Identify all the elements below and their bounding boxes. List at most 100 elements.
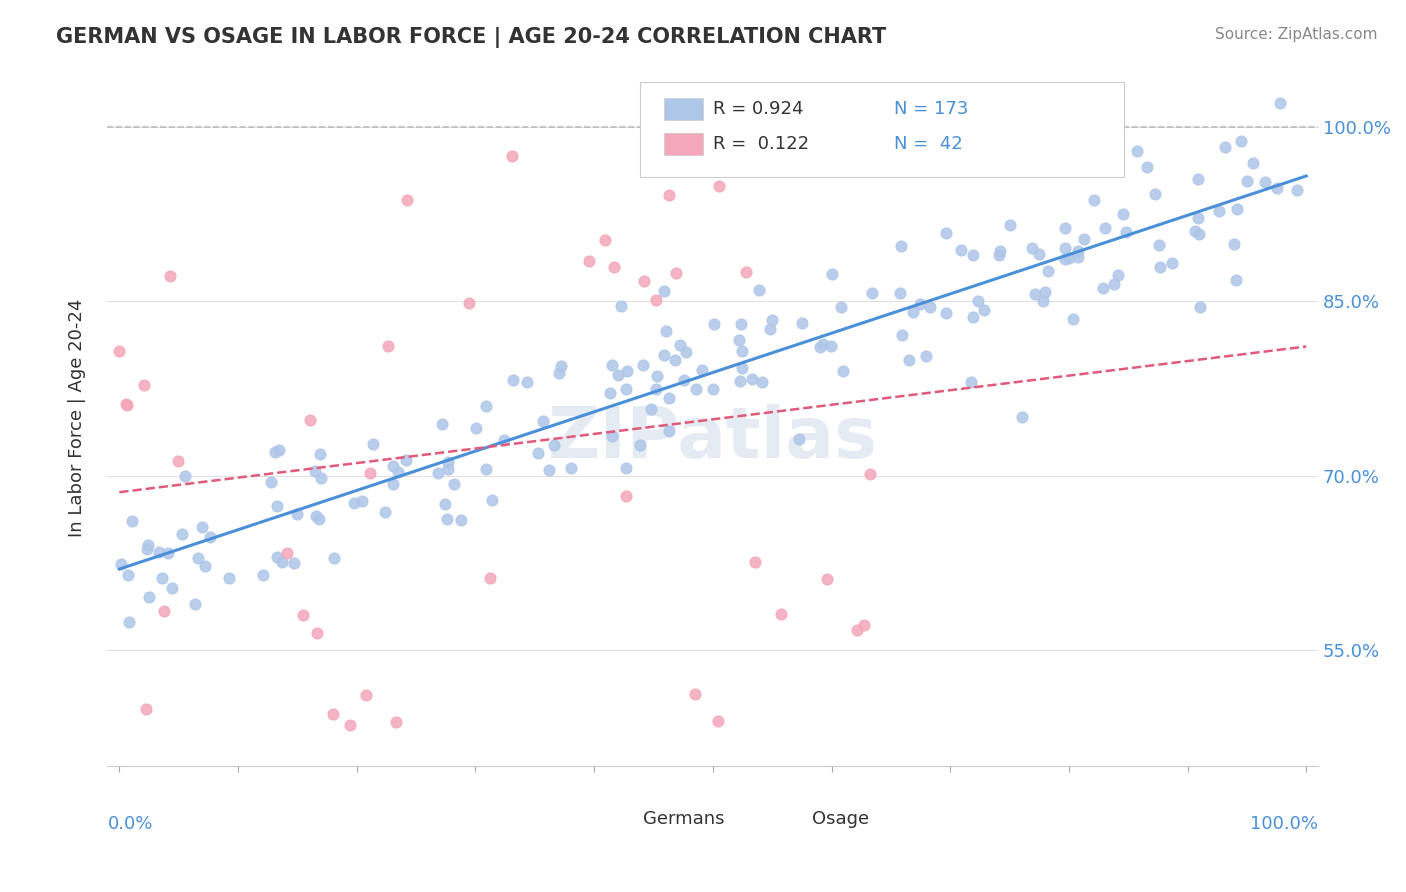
Point	[426, 466, 449, 480]
Point	[830, 300, 852, 314]
Point	[1225, 273, 1247, 287]
Point	[1112, 207, 1135, 221]
Point	[706, 714, 728, 729]
Point	[1032, 293, 1054, 308]
Point	[385, 714, 408, 729]
Point	[860, 286, 883, 301]
Point	[1083, 193, 1105, 207]
Point	[381, 477, 404, 491]
Point	[935, 226, 957, 240]
Point	[307, 626, 329, 640]
Point	[309, 447, 332, 461]
Point	[433, 497, 456, 511]
Point	[136, 538, 159, 552]
Point	[1147, 238, 1170, 252]
Text: Germans: Germans	[643, 810, 724, 828]
Point	[645, 368, 668, 383]
Point	[890, 239, 912, 253]
Point	[897, 353, 920, 368]
Point	[494, 433, 516, 447]
Point	[769, 607, 792, 621]
Point	[1067, 250, 1090, 264]
Point	[633, 359, 655, 373]
Point	[1144, 186, 1167, 201]
Point	[218, 571, 240, 585]
Point	[832, 364, 855, 378]
Point	[1187, 171, 1209, 186]
Point	[135, 702, 157, 716]
Point	[607, 368, 630, 382]
Point	[751, 376, 773, 390]
Point	[361, 437, 384, 451]
Point	[187, 551, 209, 566]
FancyBboxPatch shape	[665, 133, 703, 155]
Point	[298, 413, 321, 427]
Point	[1213, 140, 1236, 154]
Point	[1094, 220, 1116, 235]
Point	[309, 471, 332, 485]
Point	[614, 461, 637, 475]
Point	[808, 340, 831, 354]
Text: N = 173: N = 173	[894, 100, 969, 118]
Point	[458, 295, 481, 310]
Point	[1053, 220, 1076, 235]
Point	[664, 353, 686, 368]
Point	[1021, 241, 1043, 255]
Point	[115, 396, 138, 410]
Point	[1024, 287, 1046, 301]
Point	[266, 500, 288, 514]
Point	[475, 462, 498, 476]
Point	[276, 546, 298, 560]
Point	[998, 219, 1021, 233]
Point	[673, 373, 696, 387]
Point	[283, 556, 305, 570]
Point	[1188, 227, 1211, 241]
Text: R =  0.122: R = 0.122	[713, 135, 827, 153]
Point	[359, 467, 381, 481]
Point	[890, 327, 912, 342]
Point	[1149, 260, 1171, 274]
Point	[260, 475, 283, 489]
Point	[759, 322, 782, 336]
Point	[988, 248, 1011, 262]
Point	[374, 505, 396, 519]
Point	[644, 293, 666, 307]
Text: Osage: Osage	[813, 810, 869, 828]
Point	[728, 333, 751, 347]
Point	[172, 526, 194, 541]
Point	[1091, 280, 1114, 294]
Point	[1073, 232, 1095, 246]
Point	[910, 296, 932, 310]
Point	[658, 424, 681, 438]
Text: GERMAN VS OSAGE IN LABOR FORCE | AGE 20-24 CORRELATION CHART: GERMAN VS OSAGE IN LABOR FORCE | AGE 20-…	[56, 27, 887, 48]
Point	[436, 512, 458, 526]
Point	[690, 363, 713, 377]
Point	[1011, 410, 1033, 425]
Point	[669, 338, 692, 352]
Point	[609, 299, 631, 313]
Point	[889, 286, 911, 301]
Point	[703, 318, 725, 332]
Point	[117, 567, 139, 582]
Point	[1036, 264, 1059, 278]
Point	[988, 244, 1011, 258]
Point	[1136, 160, 1159, 174]
Point	[950, 244, 973, 258]
Point	[600, 429, 623, 443]
Point	[153, 604, 176, 618]
Point	[308, 511, 330, 525]
Point	[1208, 204, 1230, 219]
Point	[600, 358, 623, 372]
Point	[1230, 135, 1253, 149]
Point	[1062, 312, 1084, 326]
Point	[859, 467, 882, 481]
FancyBboxPatch shape	[603, 810, 634, 828]
Point	[548, 366, 571, 380]
Point	[395, 452, 418, 467]
FancyBboxPatch shape	[640, 82, 1125, 177]
Point	[1241, 155, 1264, 169]
Point	[436, 455, 458, 469]
Point	[1054, 241, 1077, 255]
Point	[675, 344, 697, 359]
Text: 100.0%: 100.0%	[1250, 815, 1319, 833]
